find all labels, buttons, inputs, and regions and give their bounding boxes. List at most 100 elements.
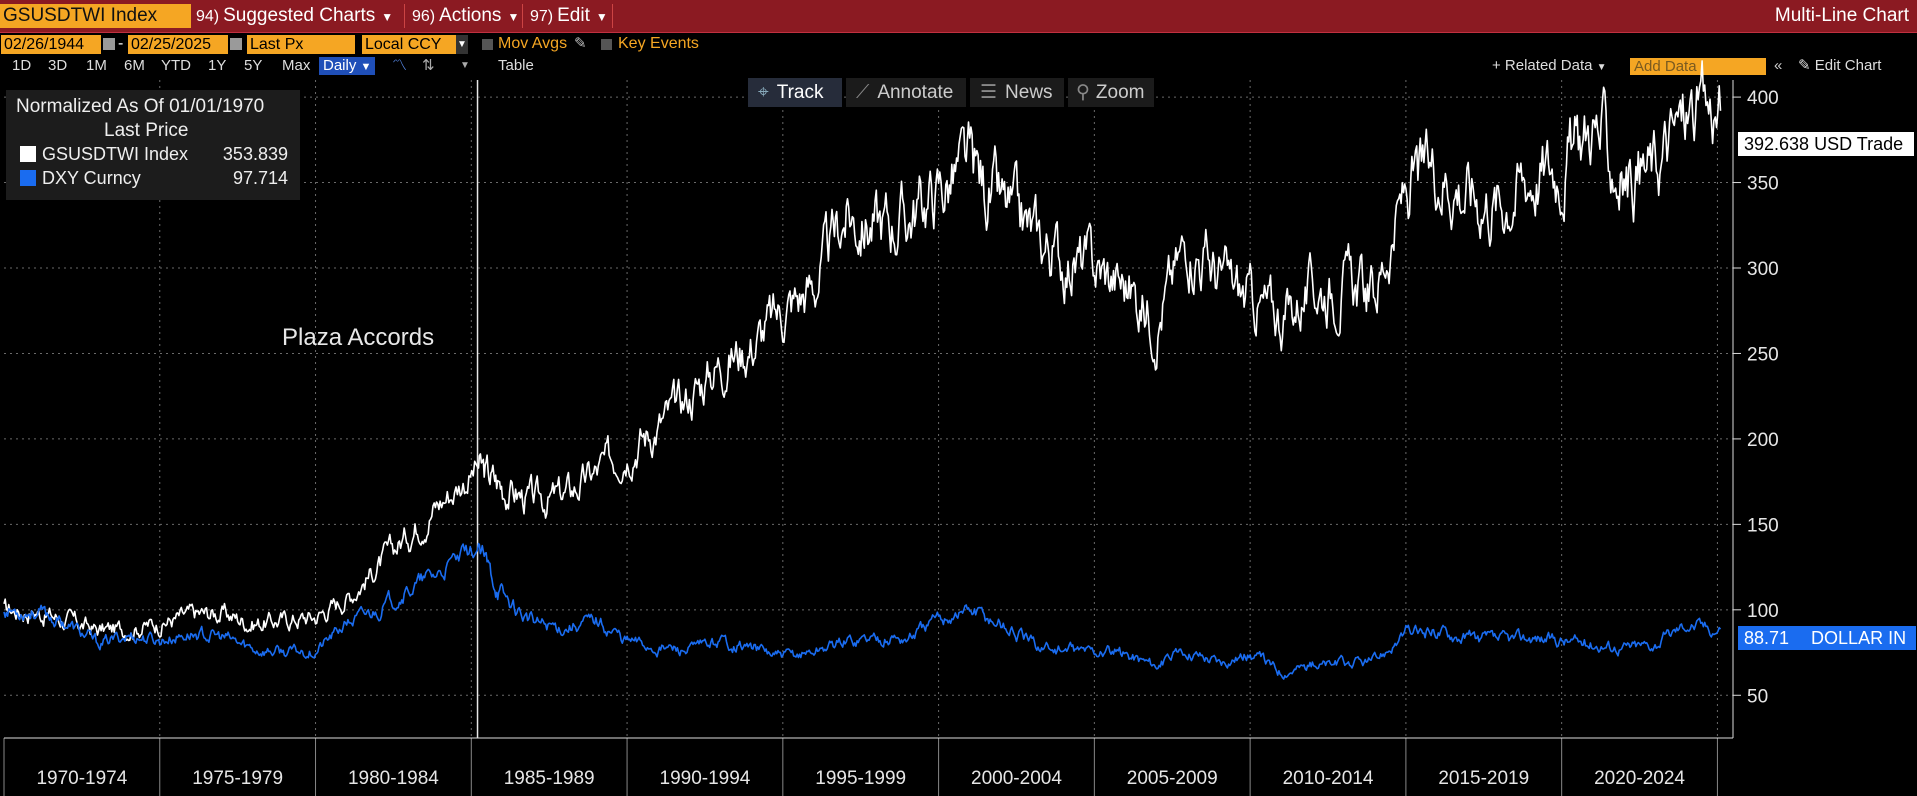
key-events-checkbox[interactable] <box>601 39 612 50</box>
start-date-field[interactable]: 02/26/1944 <box>1 35 101 54</box>
range-1y[interactable]: 1Y <box>208 57 227 74</box>
mov-avgs-label: Mov Avgs <box>498 35 568 52</box>
y-tick-label: 150 <box>1747 515 1779 536</box>
menu-number: 96) <box>412 8 436 25</box>
key-events-label: Key Events <box>618 35 699 52</box>
menu-number: 94) <box>196 8 220 25</box>
x-tick-label: 2020-2024 <box>1594 768 1685 789</box>
y-tick-label: 200 <box>1747 430 1779 451</box>
chevron-down-icon: ▼ <box>360 61 372 73</box>
legend-swatch <box>20 170 36 186</box>
range-5y[interactable]: 5Y <box>244 57 263 74</box>
line-chart-icon[interactable]: 〽 <box>392 57 408 74</box>
zoom-label: Zoom <box>1095 82 1145 103</box>
magnifier-icon: ⚲ <box>1076 82 1090 103</box>
legend: Normalized As Of 01/01/1970 Last Price G… <box>6 90 300 200</box>
range-1d[interactable]: 1D <box>12 57 32 74</box>
legend-series-name: GSUSDTWI Index <box>42 144 189 164</box>
x-tick-label: 1995-1999 <box>815 768 906 789</box>
y-tick-label: 400 <box>1747 88 1779 109</box>
add-data-input[interactable]: Add Data <box>1630 58 1766 75</box>
frequency-select[interactable]: Daily ▼ <box>319 57 376 75</box>
news-label: News <box>1005 82 1053 103</box>
menu-number: 97) <box>530 8 554 25</box>
range-bar: 1D 3D 1M 6M YTD 1Y 5Y Max Daily ▼ 〽 ⇅ ▼ … <box>0 56 1917 77</box>
calendar-icon[interactable] <box>103 38 115 50</box>
chevron-down-icon: ▼ <box>595 10 608 24</box>
range-3d[interactable]: 3D <box>48 57 68 74</box>
chart-kind-label: Multi-Line Chart <box>1774 5 1909 26</box>
x-tick-label: 1975-1979 <box>192 768 283 789</box>
date-separator: - <box>118 35 124 52</box>
mov-avgs-checkbox[interactable] <box>482 39 493 50</box>
range-6m[interactable]: 6M <box>124 57 145 74</box>
title-bar: GSUSDTWI Index 94) Suggested Charts ▼ 96) A… <box>0 0 1917 33</box>
last-value-label-blue: 88.71 DOLLAR IN <box>1738 626 1916 650</box>
annotate-button[interactable]: ⟋ Annotate <box>846 78 966 107</box>
news-icon: ☰ <box>980 82 998 103</box>
legend-series-value: 353.839 <box>222 144 288 164</box>
menu-label: Edit <box>557 5 590 26</box>
menu-label: Actions <box>439 5 502 26</box>
series-lines <box>3 60 1722 680</box>
menu-edit[interactable]: 97) Edit ▼ <box>530 4 608 28</box>
y-tick-label: 50 <box>1747 686 1768 707</box>
end-date-field[interactable]: 02/25/2025 <box>128 35 228 54</box>
menu-actions[interactable]: 96) Actions ▼ <box>412 4 519 28</box>
axes: 50 100 150 200 250 300 350 400 1970-1974 1975-197… <box>3 80 1779 796</box>
chevron-down-icon: ▼ <box>1596 62 1607 73</box>
track-button[interactable]: ⌖ Track <box>748 78 842 107</box>
divider <box>522 4 523 28</box>
x-tick-label: 2015-2019 <box>1438 768 1529 789</box>
annotate-label: Annotate <box>877 82 954 103</box>
x-tick-label: 1985-1989 <box>504 768 595 789</box>
legend-series-value: 97.714 <box>232 168 288 188</box>
plaza-accords-annotation: Plaza Accords <box>282 324 435 351</box>
range-1m[interactable]: 1M <box>86 57 107 74</box>
collapse-icon[interactable]: « <box>1774 57 1783 74</box>
chevron-down-icon[interactable]: ▼ <box>460 60 470 71</box>
x-tick-label: 1980-1984 <box>348 768 439 789</box>
chevron-down-icon: ▼ <box>381 10 394 24</box>
x-tick-label: 1990-1994 <box>660 768 751 789</box>
y-tick-label: 100 <box>1747 601 1779 622</box>
pencil-icon: ⟋ <box>856 82 870 103</box>
news-button[interactable]: ☰ News <box>970 78 1064 107</box>
edit-chart-label: Edit Chart <box>1814 57 1882 74</box>
menu-label: Suggested Charts <box>223 5 376 26</box>
y-tick-label: 300 <box>1747 259 1779 280</box>
legend-series-name: DXY Curncy <box>42 168 141 188</box>
edit-chart-button[interactable]: ✎ Edit Chart <box>1798 57 1881 75</box>
divider <box>612 4 613 28</box>
legend-title: Normalized As Of 01/01/1970 <box>16 96 265 117</box>
zoom-button[interactable]: ⚲ Zoom <box>1068 78 1154 107</box>
chevron-down-icon[interactable]: ▼ <box>456 35 468 54</box>
x-tick-label: 2000-2004 <box>971 768 1062 789</box>
chevron-down-icon: ▼ <box>507 10 520 24</box>
menu-suggested-charts[interactable]: 94) Suggested Charts ▼ <box>196 4 393 28</box>
sort-icon[interactable]: ⇅ <box>422 57 435 74</box>
x-tick-label: 1970-1974 <box>36 768 127 789</box>
range-max[interactable]: Max <box>282 57 311 74</box>
frequency-label: Daily <box>323 57 357 74</box>
pencil-icon: ✎ <box>1798 57 1811 74</box>
x-tick-label: 2010-2014 <box>1283 768 1374 789</box>
last-value-label-white: 392.638 USD Trade <box>1738 132 1914 156</box>
related-data-button[interactable]: + Related Data ▼ <box>1492 57 1607 75</box>
x-tick-label: 2005-2009 <box>1127 768 1218 789</box>
range-ytd[interactable]: YTD <box>161 57 191 74</box>
series-line-gsusdtwi <box>3 60 1722 642</box>
currency-select[interactable]: Local CCY <box>362 35 468 54</box>
pencil-icon[interactable]: ✎ <box>574 35 587 52</box>
last-value-name: DOLLAR IN <box>1811 628 1907 648</box>
date-controls: 02/26/1944 - 02/25/2025 Last Px Local CC… <box>0 34 1917 56</box>
ticker-field[interactable]: GSUSDTWI Index <box>0 4 191 28</box>
y-tick-label: 350 <box>1747 174 1779 195</box>
calendar-icon[interactable] <box>230 38 242 50</box>
divider <box>404 4 405 28</box>
price-field-select[interactable]: Last Px <box>247 35 355 54</box>
track-label: Track <box>776 82 824 103</box>
table-button[interactable]: Table <box>498 57 534 74</box>
legend-swatch <box>20 146 36 162</box>
crosshair-icon: ⌖ <box>758 82 769 103</box>
